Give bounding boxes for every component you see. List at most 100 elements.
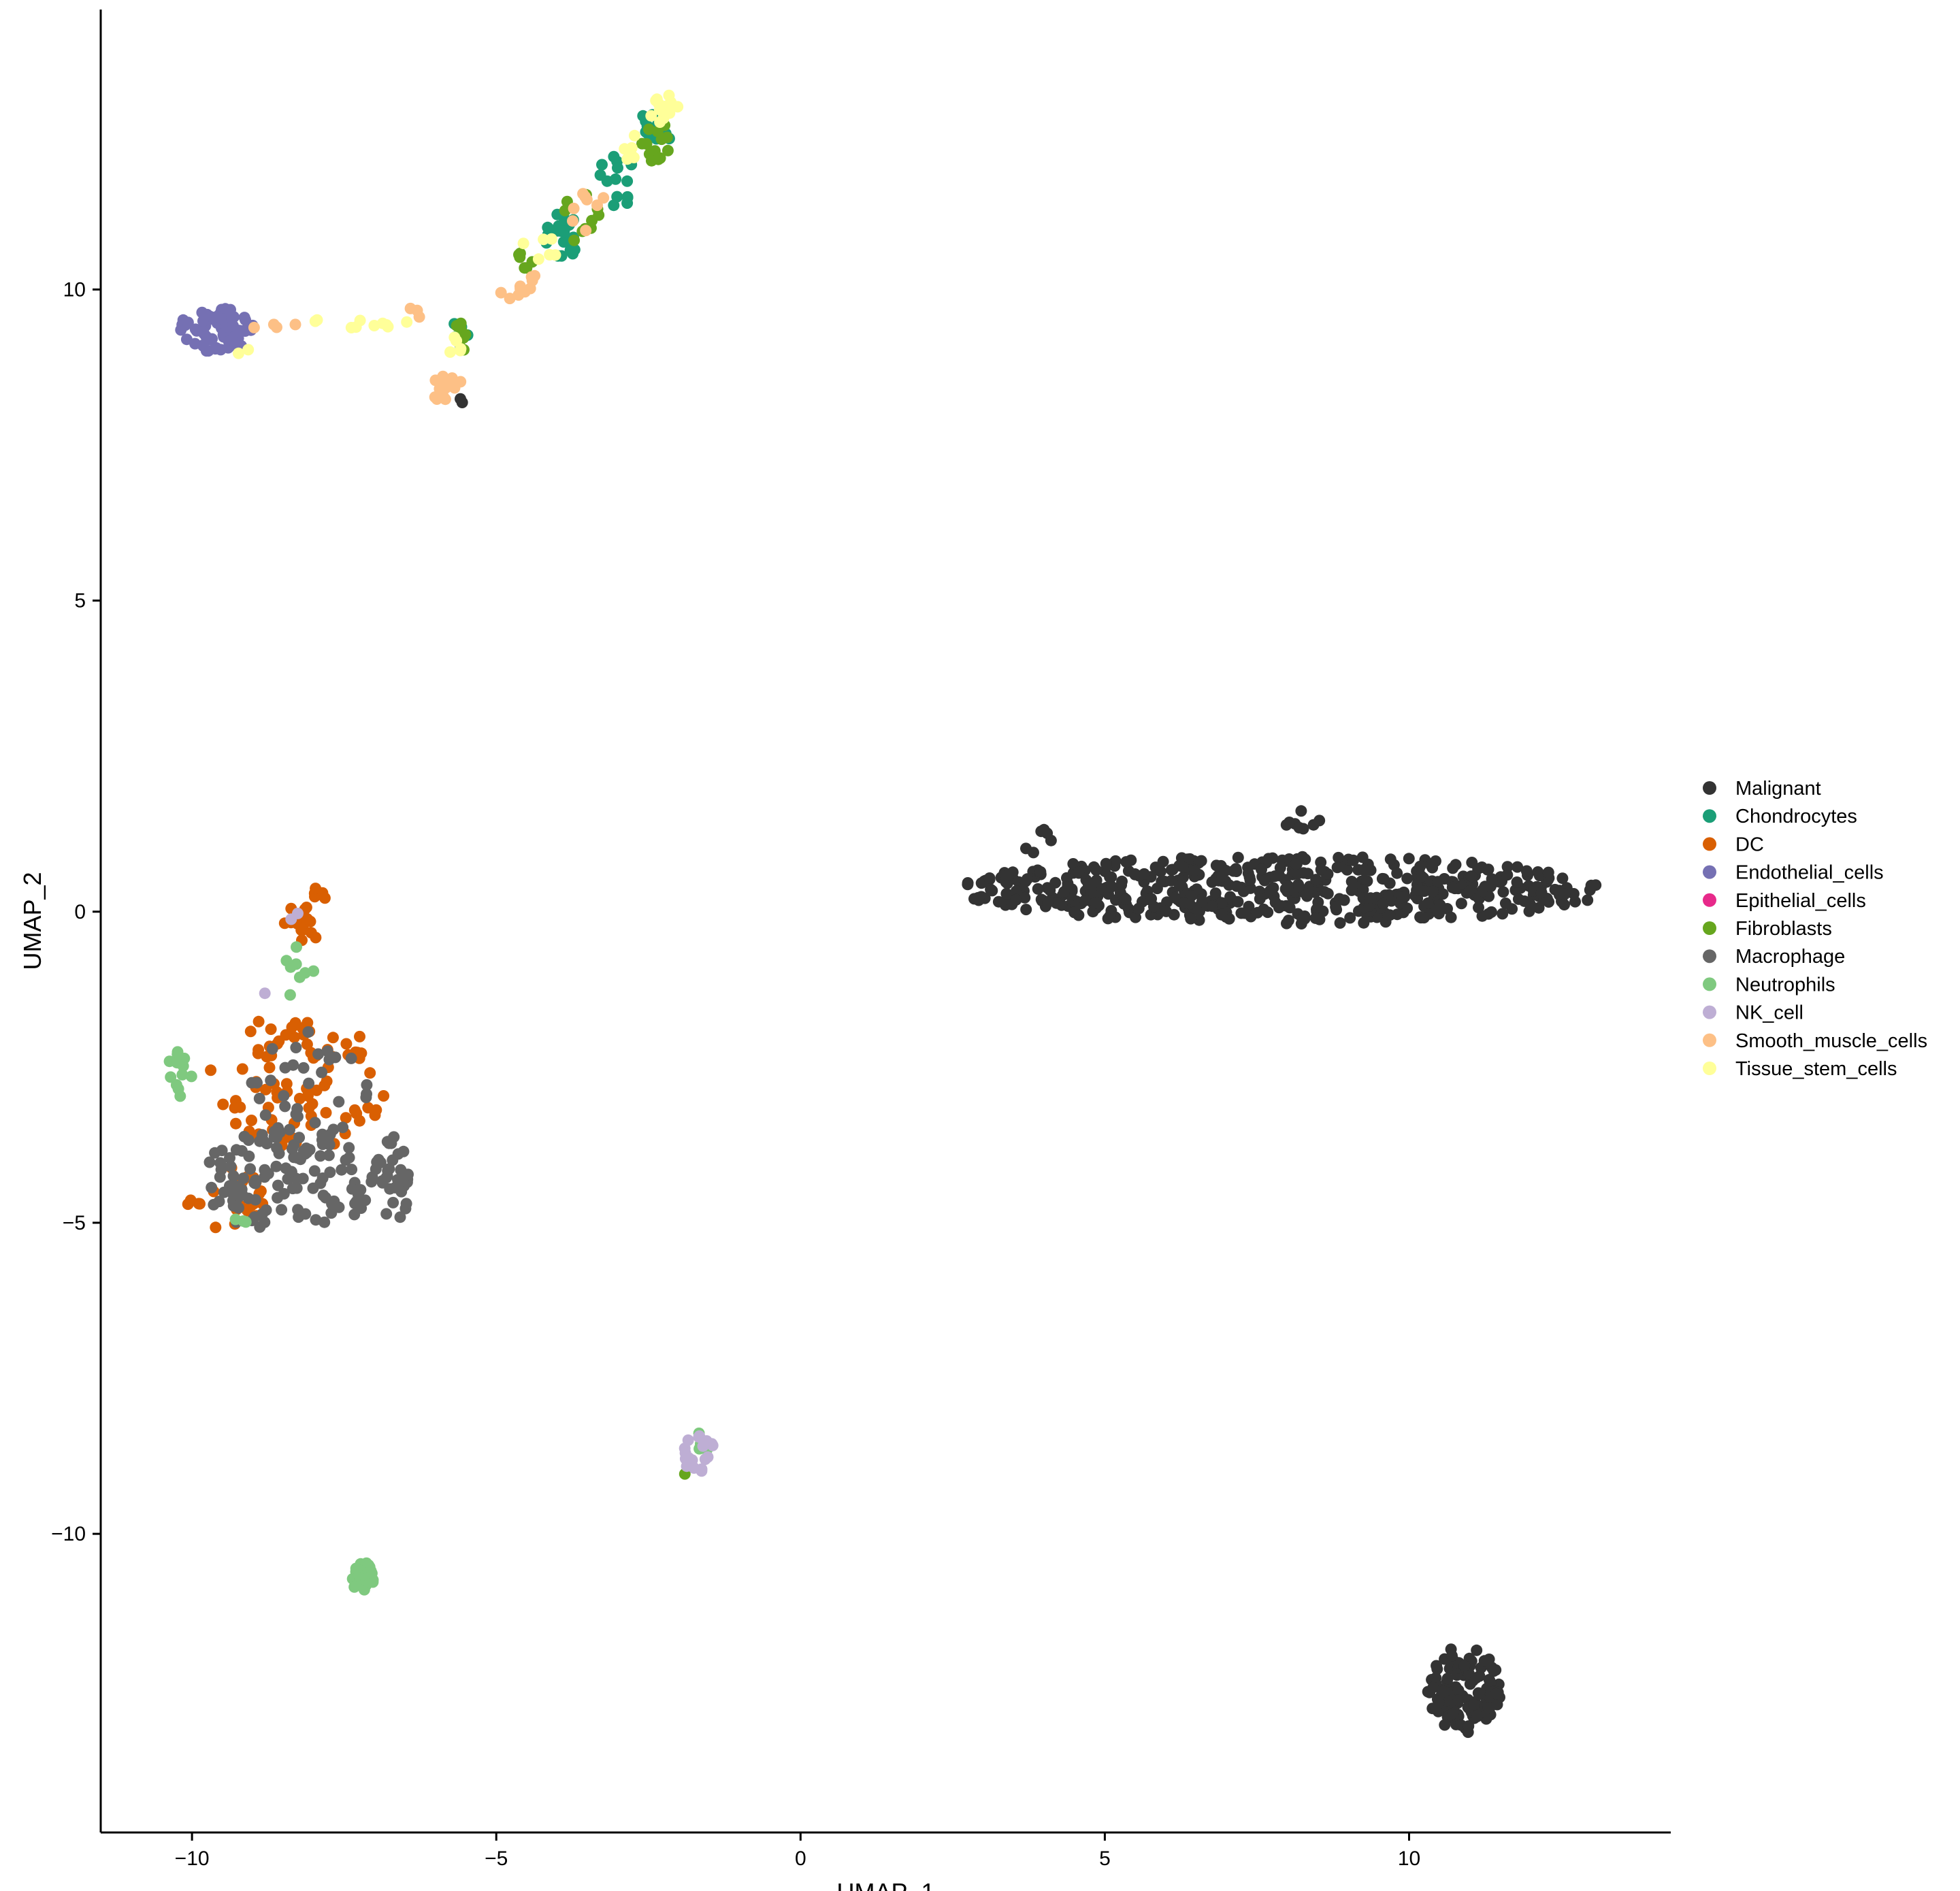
point-malignant bbox=[1446, 1649, 1458, 1662]
point-malignant bbox=[1067, 858, 1079, 870]
point-macrophage bbox=[395, 1185, 408, 1198]
point-macrophage bbox=[324, 1166, 336, 1179]
point-macrophage bbox=[218, 1186, 230, 1198]
legend-key-smooth-muscle-cells bbox=[1703, 1033, 1716, 1047]
point-macrophage bbox=[350, 1196, 363, 1208]
point-malignant bbox=[1520, 865, 1533, 877]
point-malignant bbox=[1470, 1672, 1482, 1684]
point-malignant bbox=[1178, 897, 1190, 909]
point-malignant bbox=[1129, 868, 1141, 880]
point-macrophage bbox=[345, 1052, 357, 1064]
point-malignant bbox=[1439, 1719, 1451, 1731]
point-malignant bbox=[1309, 912, 1322, 924]
point-tissue-stem-cells bbox=[664, 107, 676, 119]
point-malignant bbox=[1491, 1698, 1503, 1711]
point-chondrocytes bbox=[621, 175, 634, 187]
point-smooth-muscle-cells bbox=[448, 382, 461, 394]
point-malignant bbox=[1458, 1660, 1471, 1672]
point-malignant bbox=[1298, 867, 1309, 879]
point-malignant bbox=[1399, 891, 1411, 903]
point-malignant bbox=[1433, 908, 1445, 920]
point-malignant bbox=[1422, 897, 1434, 909]
point-malignant bbox=[1210, 859, 1222, 872]
point-malignant bbox=[1452, 1694, 1464, 1707]
point-malignant bbox=[1511, 876, 1523, 888]
point-malignant bbox=[1479, 881, 1491, 893]
point-dc bbox=[295, 924, 308, 936]
point-dc bbox=[263, 1062, 276, 1074]
point-macrophage bbox=[322, 1133, 334, 1145]
point-malignant bbox=[1194, 905, 1205, 917]
point-endothelial-cells bbox=[217, 313, 229, 325]
y-tick-label: −10 bbox=[51, 1523, 86, 1545]
point-nk-cell bbox=[702, 1451, 714, 1463]
point-malignant bbox=[1254, 893, 1266, 905]
point-dc bbox=[205, 1064, 217, 1076]
point-malignant bbox=[1242, 861, 1254, 874]
point-malignant bbox=[1010, 885, 1022, 898]
point-macrophage bbox=[327, 1123, 340, 1136]
point-malignant bbox=[1431, 1660, 1443, 1672]
point-tissue-stem-cells bbox=[653, 103, 666, 116]
point-macrophage bbox=[238, 1172, 250, 1185]
point-malignant bbox=[1073, 866, 1085, 878]
point-malignant bbox=[1275, 900, 1287, 912]
point-malignant bbox=[1232, 851, 1244, 864]
point-malignant bbox=[1558, 888, 1571, 900]
point-smooth-muscle-cells bbox=[529, 269, 541, 282]
point-malignant bbox=[1165, 874, 1177, 887]
point-malignant bbox=[1473, 902, 1484, 914]
legend: Malignant Chondrocytes DC Endothelial_cells… bbox=[1703, 778, 1927, 1080]
point-malignant bbox=[1416, 870, 1428, 883]
point-macrophage bbox=[340, 1154, 352, 1166]
legend-label-malignant: Malignant bbox=[1735, 778, 1821, 800]
point-macrophage bbox=[290, 1042, 302, 1053]
point-fibroblasts bbox=[636, 137, 648, 150]
point-malignant bbox=[1455, 898, 1467, 910]
point-tissue-stem-cells bbox=[654, 116, 666, 128]
point-smooth-muscle-cells bbox=[289, 318, 301, 331]
point-macrophage bbox=[236, 1188, 248, 1200]
y-tick-label: 0 bbox=[74, 901, 86, 923]
point-malignant bbox=[1471, 1711, 1483, 1722]
point-macrophage bbox=[227, 1170, 240, 1182]
y-tick-label: 10 bbox=[63, 278, 86, 301]
point-malignant bbox=[1446, 881, 1458, 893]
point-malignant bbox=[1002, 869, 1014, 881]
point-malignant bbox=[1090, 864, 1102, 876]
point-malignant bbox=[1215, 908, 1228, 921]
point-malignant bbox=[1432, 876, 1444, 888]
point-dc bbox=[303, 1102, 315, 1114]
point-dc bbox=[340, 1038, 353, 1050]
point-neutrophils bbox=[291, 941, 302, 953]
point-macrophage bbox=[224, 1152, 235, 1164]
point-malignant bbox=[1533, 870, 1546, 882]
point-malignant bbox=[1403, 853, 1415, 865]
point-macrophage bbox=[246, 1076, 258, 1089]
point-malignant bbox=[1019, 875, 1032, 887]
point-malignant bbox=[1501, 869, 1514, 881]
point-malignant bbox=[1232, 895, 1244, 908]
point-nk-cell bbox=[706, 1438, 718, 1450]
point-malignant bbox=[1000, 887, 1013, 900]
point-dc bbox=[354, 1030, 365, 1042]
point-malignant bbox=[1590, 879, 1602, 891]
point-macrophage bbox=[253, 1092, 265, 1104]
point-macrophage bbox=[274, 1126, 286, 1138]
point-malignant bbox=[1206, 900, 1218, 912]
point-macrophage bbox=[266, 1042, 278, 1055]
point-malignant bbox=[1488, 1665, 1500, 1677]
point-malignant bbox=[1471, 1644, 1483, 1656]
point-macrophage bbox=[320, 1191, 331, 1204]
point-macrophage bbox=[365, 1176, 378, 1188]
point-macrophage bbox=[336, 1164, 348, 1176]
point-malignant bbox=[1445, 911, 1457, 923]
point-dc bbox=[369, 1109, 381, 1121]
point-malignant bbox=[1433, 1695, 1445, 1707]
point-macrophage bbox=[346, 1183, 358, 1195]
point-tissue-stem-cells bbox=[619, 143, 631, 155]
point-endothelial-cells bbox=[180, 333, 193, 346]
legend-label-tissue-stem-cells: Tissue_stem_cells bbox=[1735, 1058, 1897, 1080]
point-tissue-stem-cells bbox=[663, 89, 675, 101]
